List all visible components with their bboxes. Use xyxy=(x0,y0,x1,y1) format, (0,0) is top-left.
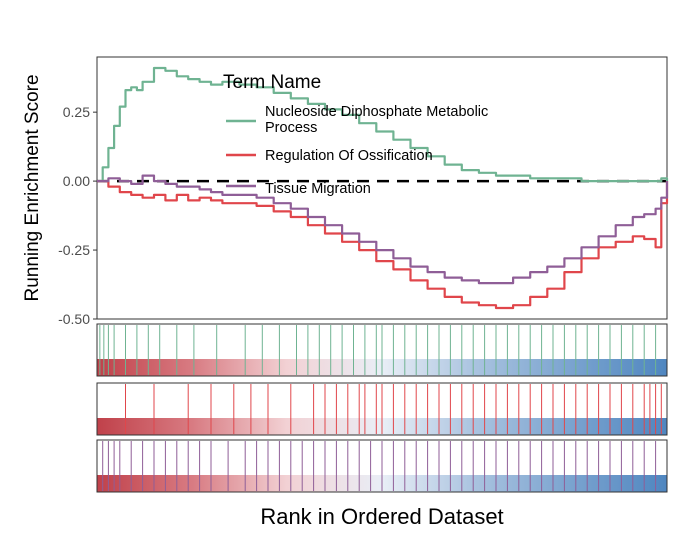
series-line-1 xyxy=(97,180,669,310)
x-axis-title: Rank in Ordered Dataset xyxy=(260,504,503,529)
y-tick-label: -0.25 xyxy=(58,242,90,258)
y-axis-title: Running Enrichment Score xyxy=(22,74,43,301)
rug-panels xyxy=(96,323,668,493)
legend: Term Name Nucleoside Diphosphate Metabol… xyxy=(223,72,492,197)
y-tick-label: 0.00 xyxy=(63,173,90,189)
rug-panel-1 xyxy=(96,382,668,436)
y-tick-label: 0.25 xyxy=(63,104,90,120)
legend-label-1: Regulation Of Ossification xyxy=(265,148,433,164)
series-line-2 xyxy=(97,174,669,285)
series-line-0 xyxy=(97,66,669,183)
y-axis-ticks: 0.25 0.00 -0.25 -0.50 xyxy=(58,104,97,327)
rug-panel-frame xyxy=(96,439,668,493)
series-lines xyxy=(97,66,669,310)
legend-label-2: Tissue Migration xyxy=(265,181,371,197)
rug-panel-2 xyxy=(96,439,668,493)
rug-panel-frame xyxy=(96,382,668,436)
legend-title: Term Name xyxy=(223,72,321,93)
rug-panel-0 xyxy=(96,323,668,377)
legend-label-0: Nucleoside Diphosphate Metabolic Process xyxy=(265,104,492,136)
legend-label-0-line1: Nucleoside Diphosphate Metabolic xyxy=(265,104,488,120)
y-tick-label: -0.50 xyxy=(58,311,90,327)
rug-panel-frame xyxy=(96,323,668,377)
legend-label-0-line2: Process xyxy=(265,120,317,136)
main-panel-frame xyxy=(96,56,668,320)
main-panel: 0.25 0.00 -0.25 -0.50 xyxy=(58,56,669,327)
